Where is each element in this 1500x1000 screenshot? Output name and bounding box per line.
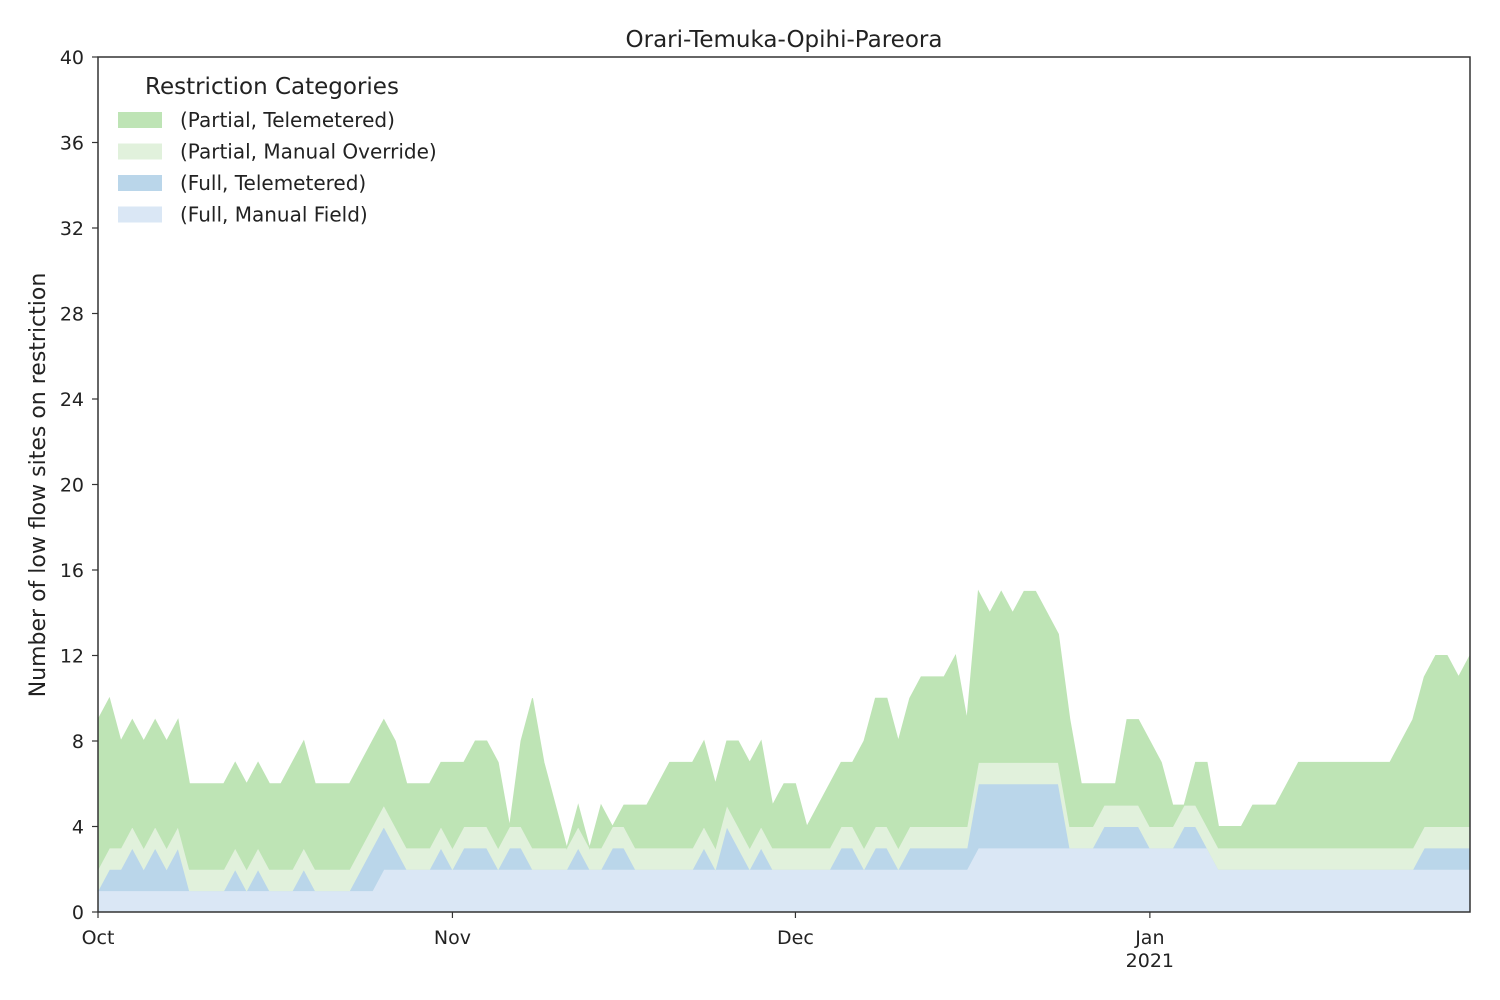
- area-series-3: [97, 589, 1471, 871]
- y-tick-label: 24: [60, 389, 84, 411]
- legend: Restriction Categories (Partial, Telemet…: [118, 74, 437, 227]
- legend-label: (Partial, Manual Override): [180, 140, 437, 164]
- y-tick-label: 12: [60, 646, 84, 668]
- legend-label: (Partial, Telemetered): [180, 108, 395, 132]
- x-tick-label: Dec: [777, 927, 814, 949]
- y-tick-label: 16: [60, 560, 84, 582]
- legend-swatch: [118, 143, 162, 160]
- y-axis-title: Number of low flow sites on restriction: [26, 273, 51, 698]
- y-tick-label: 4: [72, 817, 84, 839]
- x-tick-label: Jan: [1134, 927, 1164, 949]
- y-tick-label: 8: [72, 731, 84, 753]
- y-axis: 0 4 8 12 16 20 24 28 32 36 40: [60, 47, 98, 924]
- y-tick-label: 0: [72, 902, 84, 924]
- y-tick-label: 40: [60, 47, 84, 69]
- legend-swatch: [118, 175, 162, 191]
- x-tick-label: Nov: [434, 927, 471, 949]
- area-series-group: [97, 589, 1471, 913]
- y-tick-label: 32: [60, 218, 84, 240]
- y-tick-label: 20: [60, 475, 84, 497]
- legend-title: Restriction Categories: [145, 74, 399, 100]
- x-tick-label: Oct: [82, 927, 115, 949]
- y-tick-label: 36: [60, 133, 84, 155]
- chart-title: Orari-Temuka-Opihi-Pareora: [626, 27, 943, 53]
- legend-swatch: [118, 206, 162, 223]
- legend-swatch: [118, 112, 162, 128]
- y-tick-label: 28: [60, 304, 84, 326]
- legend-items: (Partial, Telemetered) (Partial, Manual O…: [118, 108, 437, 227]
- legend-label: (Full, Manual Field): [180, 203, 368, 227]
- legend-label: (Full, Telemetered): [180, 171, 366, 195]
- x-tick-sublabel: 2021: [1126, 950, 1174, 972]
